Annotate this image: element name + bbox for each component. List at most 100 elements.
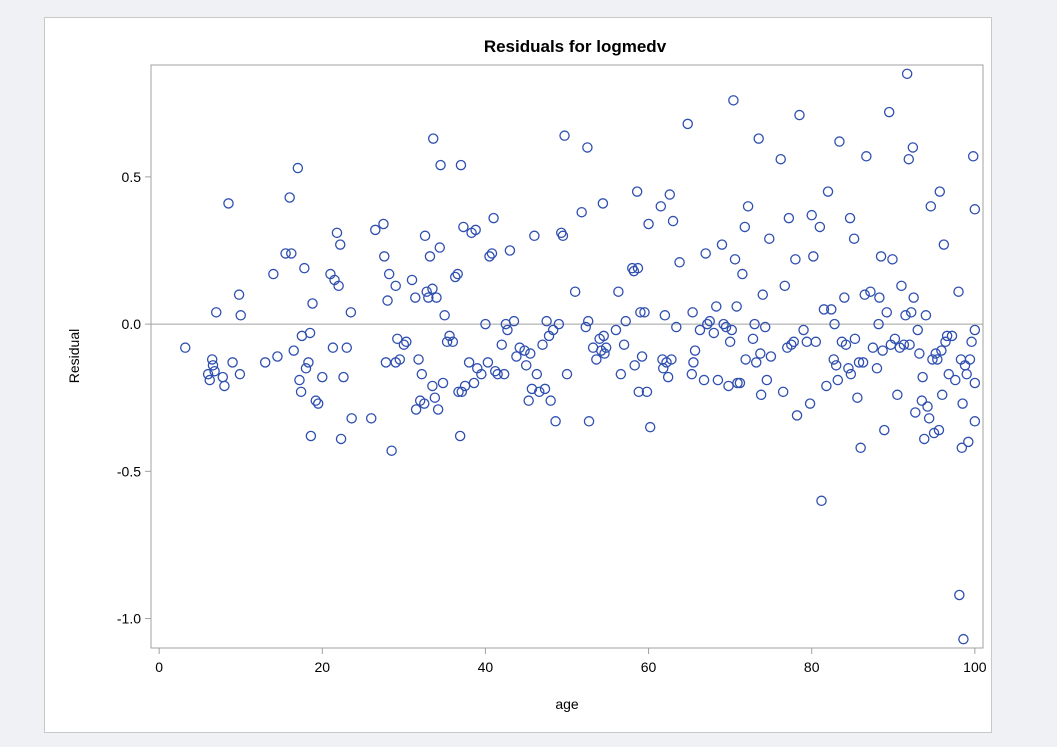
data-point	[958, 633, 969, 645]
data-point	[934, 186, 946, 197]
data-point	[398, 339, 410, 350]
data-point	[779, 280, 791, 292]
data-point	[459, 380, 471, 392]
data-point	[720, 321, 732, 333]
data-point	[726, 324, 738, 336]
data-point	[529, 230, 540, 242]
data-point	[370, 224, 381, 236]
data-point	[401, 336, 412, 348]
data-point	[288, 345, 299, 356]
x-tick-label: 0	[155, 659, 163, 675]
data-point	[957, 398, 968, 409]
data-point	[380, 357, 392, 368]
data-point	[633, 386, 645, 398]
data-point	[492, 368, 503, 380]
data-point	[853, 357, 865, 368]
data-point	[887, 254, 898, 265]
data-point	[801, 336, 813, 348]
data-point	[871, 363, 883, 374]
data-point	[737, 268, 748, 280]
data-point	[969, 377, 981, 389]
data-point	[295, 386, 307, 398]
y-tick-label: 0.0	[122, 316, 142, 332]
data-point	[427, 283, 438, 295]
data-point	[731, 301, 742, 312]
data-point	[486, 248, 498, 259]
data-point	[704, 315, 715, 327]
data-point	[790, 254, 801, 265]
data-point	[966, 336, 977, 348]
data-point	[600, 342, 612, 353]
data-point	[531, 368, 543, 380]
data-point	[775, 153, 786, 165]
data-point	[576, 206, 587, 218]
data-point	[712, 374, 724, 386]
data-point	[202, 368, 214, 380]
data-point	[583, 416, 595, 427]
data-point	[667, 215, 679, 227]
data-point	[206, 354, 218, 365]
data-point	[547, 324, 559, 336]
data-point	[561, 368, 573, 380]
data-point	[333, 280, 344, 292]
data-point	[437, 377, 449, 389]
y-tick-label: -0.5	[117, 463, 141, 479]
data-point	[666, 354, 677, 365]
data-point	[724, 336, 736, 348]
data-point	[664, 189, 676, 200]
data-point	[889, 333, 901, 345]
data-point	[641, 386, 653, 398]
data-point	[525, 348, 536, 359]
data-point	[629, 360, 640, 371]
data-point	[444, 330, 455, 342]
data-point	[682, 118, 693, 130]
data-point	[658, 363, 669, 374]
x-tick-label: 100	[963, 659, 987, 675]
data-point	[932, 354, 943, 365]
data-point	[728, 95, 739, 106]
data-point	[777, 386, 789, 398]
data-point	[569, 286, 581, 297]
data-point	[702, 318, 713, 330]
data-point	[816, 495, 827, 507]
data-point	[750, 357, 762, 368]
data-point	[631, 186, 643, 197]
data-point	[686, 368, 698, 380]
data-point	[234, 368, 246, 380]
data-point	[764, 233, 775, 244]
data-point	[423, 292, 434, 303]
data-point	[537, 339, 548, 350]
data-point	[933, 424, 945, 436]
data-point	[204, 374, 215, 386]
data-point	[755, 348, 766, 359]
data-point	[294, 374, 305, 386]
data-point	[969, 204, 981, 215]
data-point	[729, 254, 741, 265]
data-point	[223, 198, 234, 209]
data-point	[382, 295, 393, 306]
data-point	[946, 330, 958, 342]
data-point	[207, 360, 219, 371]
data-point	[814, 221, 826, 233]
data-point	[284, 192, 295, 203]
data-point	[830, 360, 842, 371]
data-point	[429, 392, 441, 403]
data-point	[454, 430, 466, 442]
data-point	[739, 221, 751, 233]
data-point	[300, 363, 312, 374]
data-point	[961, 368, 972, 380]
data-point	[788, 336, 800, 348]
data-point	[940, 336, 951, 348]
data-point	[643, 218, 654, 230]
data-point	[620, 315, 631, 327]
data-point	[392, 333, 403, 345]
data-point	[327, 342, 339, 353]
data-point	[299, 262, 310, 274]
data-point	[892, 389, 903, 401]
data-point	[839, 292, 850, 303]
data-point	[950, 374, 961, 386]
data-point	[963, 436, 974, 448]
data-point	[632, 262, 644, 274]
data-point	[671, 321, 682, 333]
data-point	[635, 307, 646, 318]
